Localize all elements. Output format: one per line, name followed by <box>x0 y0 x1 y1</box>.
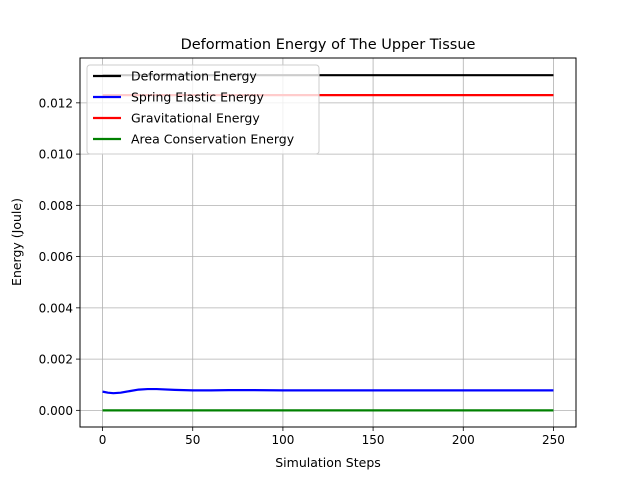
x-tick-label: 50 <box>185 433 200 447</box>
x-tick-label: 200 <box>452 433 475 447</box>
legend: Deformation Energy Spring Elastic Energy G… <box>86 64 320 155</box>
y-tick-label: 0.008 <box>39 199 73 213</box>
x-tick-label: 250 <box>542 433 565 447</box>
y-tick-label: 0.006 <box>39 250 73 264</box>
y-tick-label: 0.002 <box>39 353 73 367</box>
y-tick-label: 0.000 <box>39 404 73 418</box>
plot-area-frame <box>79 57 577 428</box>
legend-label: Spring Elastic Energy <box>131 90 264 105</box>
legend-label: Area Conservation Energy <box>131 132 295 147</box>
y-tick-label: 0.004 <box>39 301 73 315</box>
y-tick-label: 0.012 <box>39 96 73 110</box>
axis-ticks: 0 50 100 150 200 250 0.000 0.002 0.004 0.006 0.008… <box>39 96 565 447</box>
chart-title: Deformation Energy of The Upper Tissue <box>181 37 476 53</box>
x-tick-label: 0 <box>99 433 107 447</box>
x-tick-label: 100 <box>271 433 294 447</box>
legend-label: Deformation Energy <box>131 69 257 84</box>
x-tick-label: 150 <box>362 433 385 447</box>
legend-box <box>86 64 320 155</box>
series-line-1 <box>102 387 554 395</box>
y-axis-label: Energy (Joule) <box>9 198 24 286</box>
y-tick-label: 0.010 <box>39 148 73 162</box>
x-axis-label: Simulation Steps <box>275 455 381 470</box>
legend-label: Gravitational Energy <box>131 111 260 126</box>
